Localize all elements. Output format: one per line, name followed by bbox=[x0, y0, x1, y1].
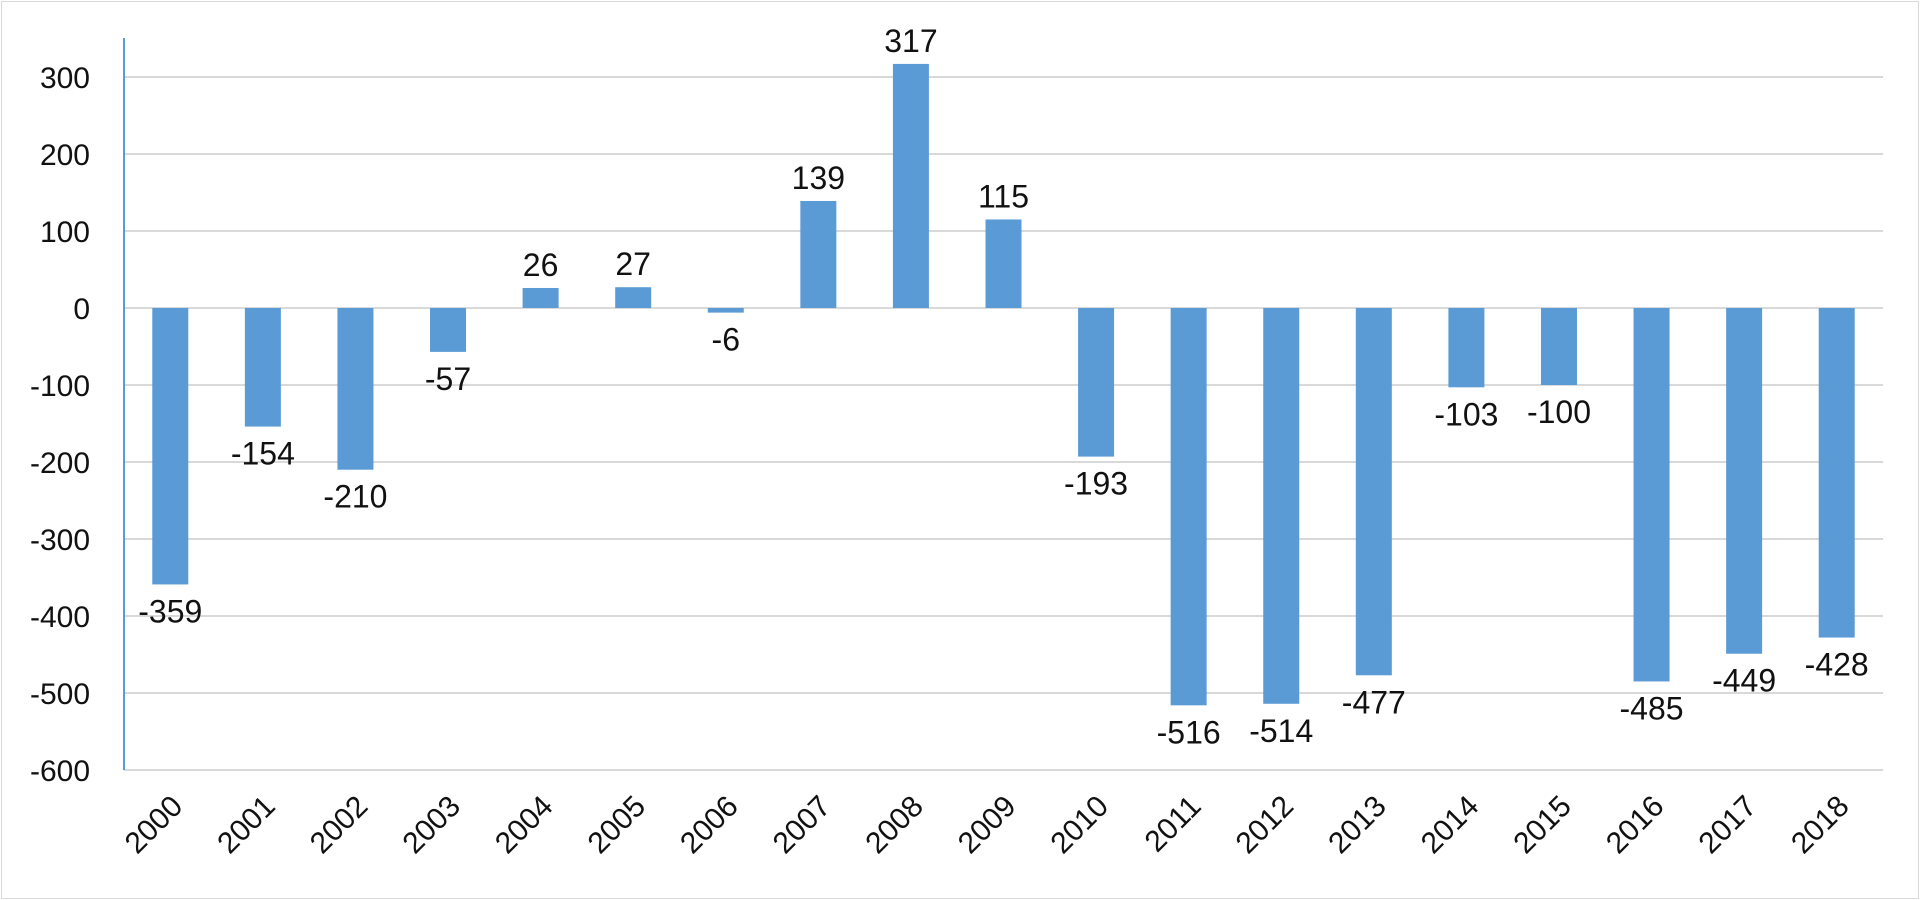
bar bbox=[707, 308, 744, 313]
bar bbox=[152, 308, 189, 585]
x-axis-ticks: 2000 2001 2002 2003 2004 2005 2006 2007 2008 2009… bbox=[119, 790, 1856, 861]
y-tick-label: 200 bbox=[40, 139, 90, 172]
x-tick-label: 2014 bbox=[1415, 790, 1486, 861]
bar bbox=[1818, 308, 1855, 638]
x-tick-label: 2011 bbox=[1139, 790, 1208, 859]
data-label: -210 bbox=[323, 479, 387, 515]
bar bbox=[1633, 308, 1670, 682]
data-label: -485 bbox=[1620, 690, 1684, 726]
bar bbox=[1078, 308, 1115, 457]
y-tick-label: -200 bbox=[30, 447, 90, 480]
data-label: -103 bbox=[1434, 396, 1498, 432]
bar bbox=[1263, 308, 1300, 704]
bar bbox=[800, 200, 837, 308]
data-label: 139 bbox=[792, 160, 845, 196]
bar bbox=[1355, 308, 1392, 676]
data-label: -193 bbox=[1064, 466, 1128, 502]
bar bbox=[1170, 308, 1207, 706]
y-tick-label: 0 bbox=[73, 293, 90, 326]
x-tick-label: 2008 bbox=[859, 790, 930, 861]
x-tick-label: 2017 bbox=[1693, 790, 1764, 861]
x-tick-label: 2004 bbox=[489, 790, 560, 861]
data-label: 115 bbox=[978, 178, 1029, 214]
data-labels: -359 -154 -210 -57 26 27 -6 139 317 115 -193 -516 -5… bbox=[138, 23, 1868, 750]
data-label: 317 bbox=[884, 23, 937, 59]
y-tick-label: -400 bbox=[30, 601, 90, 634]
y-tick-label: -600 bbox=[30, 755, 90, 788]
bar bbox=[1448, 308, 1485, 388]
y-tick-label: -500 bbox=[30, 678, 90, 711]
data-label: 26 bbox=[523, 247, 559, 283]
data-label: -514 bbox=[1249, 713, 1313, 749]
data-label: -154 bbox=[231, 436, 295, 472]
x-tick-label: 2009 bbox=[952, 790, 1023, 861]
x-tick-label: 2001 bbox=[211, 790, 282, 861]
data-label: -516 bbox=[1157, 714, 1221, 750]
bar bbox=[1540, 308, 1577, 385]
bars bbox=[152, 63, 1855, 706]
gridlines bbox=[124, 76, 1883, 771]
bar bbox=[1726, 308, 1763, 654]
y-tick-label: -100 bbox=[30, 370, 90, 403]
x-tick-label: 2018 bbox=[1785, 790, 1856, 861]
x-tick-label: 2013 bbox=[1322, 790, 1393, 861]
y-tick-label: 100 bbox=[40, 216, 90, 249]
bar bbox=[985, 219, 1022, 308]
x-tick-label: 2005 bbox=[582, 790, 653, 861]
x-tick-label: 2012 bbox=[1230, 790, 1301, 861]
data-label: -100 bbox=[1527, 394, 1591, 430]
data-label: -477 bbox=[1342, 684, 1406, 720]
y-axis-ticks: 300 200 100 0 -100 -200 -300 -400 -500 -600 bbox=[30, 62, 90, 788]
y-tick-label: -300 bbox=[30, 524, 90, 557]
y-tick-label: 300 bbox=[40, 62, 90, 95]
bar bbox=[244, 308, 281, 427]
x-tick-label: 2006 bbox=[674, 790, 745, 861]
x-tick-label: 2015 bbox=[1507, 790, 1578, 861]
x-tick-label: 2016 bbox=[1600, 790, 1671, 861]
x-tick-label: 2003 bbox=[396, 790, 467, 861]
data-label: -428 bbox=[1805, 647, 1869, 683]
x-tick-label: 2002 bbox=[304, 790, 375, 861]
bar bbox=[430, 308, 467, 352]
bar bbox=[615, 287, 652, 308]
bar bbox=[892, 63, 929, 308]
x-tick-label: 2010 bbox=[1044, 790, 1115, 861]
data-label: 27 bbox=[615, 246, 651, 282]
bar bbox=[522, 287, 559, 308]
bar bbox=[337, 308, 374, 470]
data-label: -449 bbox=[1712, 663, 1776, 699]
x-tick-label: 2007 bbox=[767, 790, 838, 861]
data-label: -6 bbox=[712, 322, 740, 358]
data-label: -359 bbox=[138, 593, 202, 629]
data-label: -57 bbox=[425, 361, 471, 397]
x-tick-label: 2000 bbox=[119, 790, 190, 861]
